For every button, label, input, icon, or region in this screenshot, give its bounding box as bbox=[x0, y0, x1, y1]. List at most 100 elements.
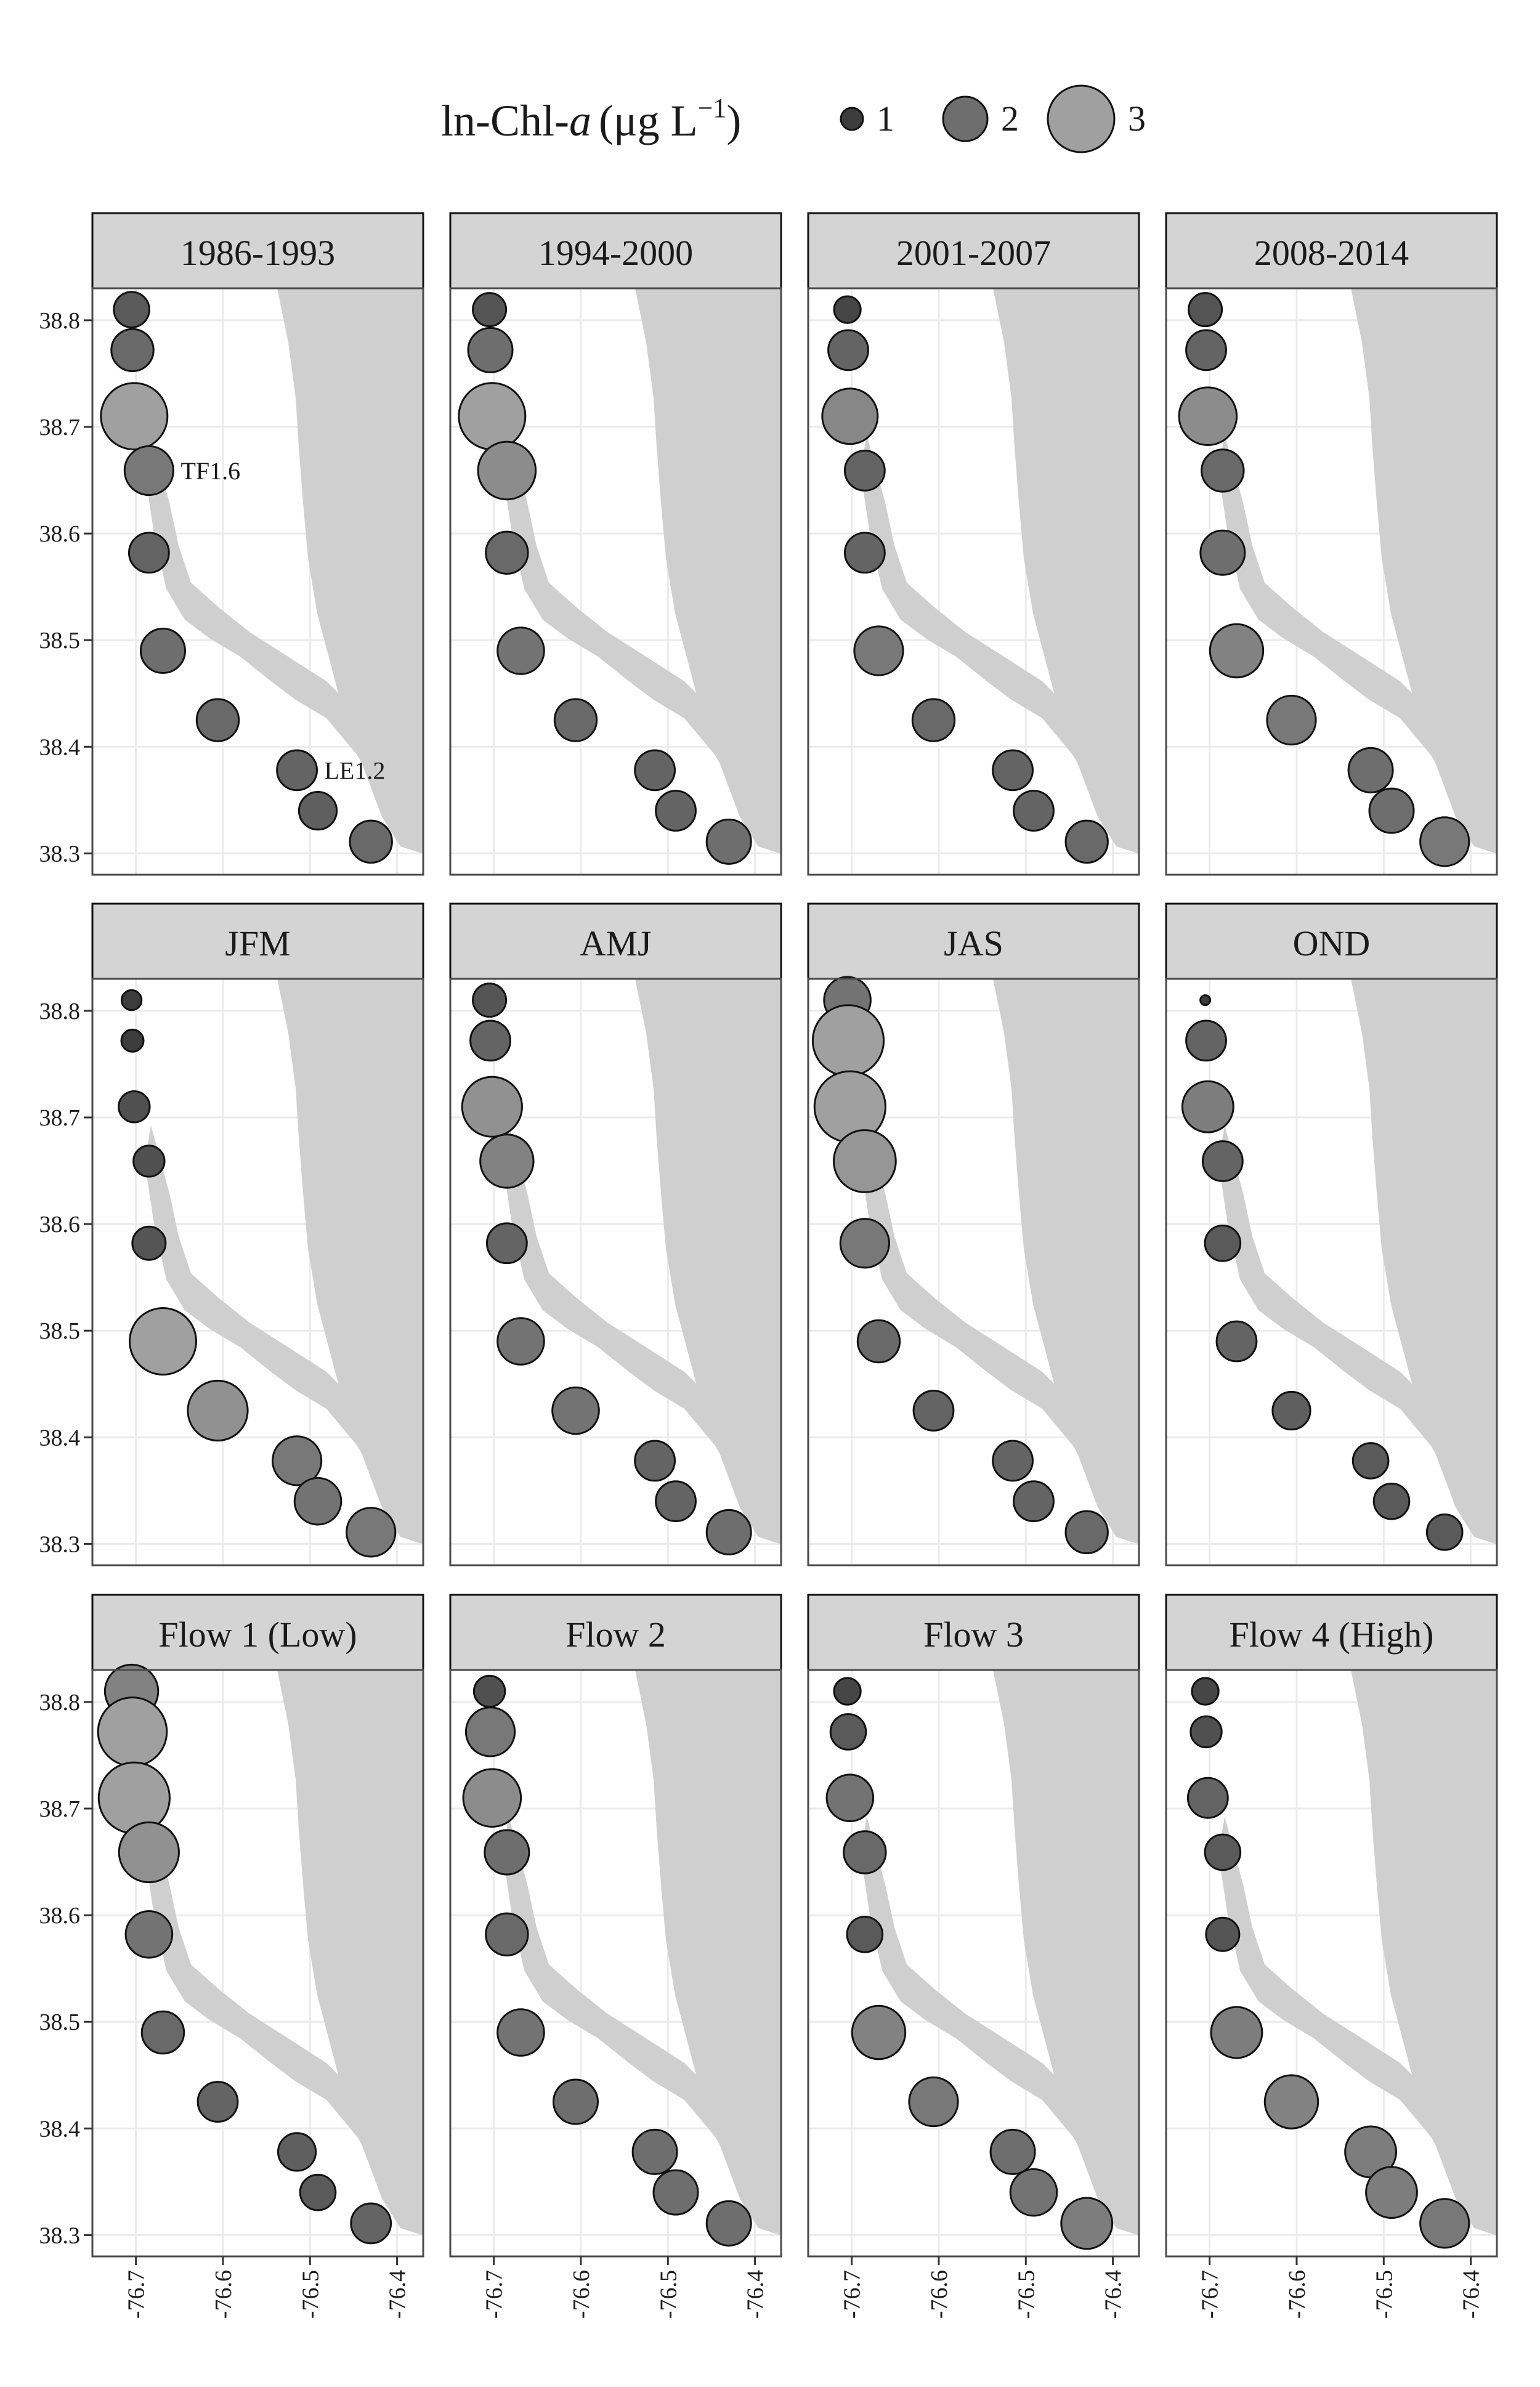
panel: Flow 2 bbox=[449, 1594, 782, 2258]
y-tick-label: 38.7 bbox=[39, 1796, 81, 1822]
station-bubble bbox=[1199, 994, 1212, 1007]
station-bubble bbox=[462, 1768, 522, 1828]
land-area bbox=[277, 979, 423, 1544]
station-bubble bbox=[346, 1507, 397, 1558]
station-bubble bbox=[821, 387, 879, 445]
x-tick-label: -76.4 bbox=[1459, 2270, 1485, 2319]
station-bubble bbox=[123, 445, 174, 496]
river-channel bbox=[145, 1817, 413, 2210]
station-bubble bbox=[100, 382, 169, 451]
land-area bbox=[277, 288, 423, 854]
station-bubble bbox=[827, 329, 869, 371]
station-bubble bbox=[1210, 2006, 1263, 2059]
panel-strip bbox=[1165, 1594, 1498, 1671]
panel-border bbox=[91, 287, 424, 876]
x-tick-label: -76.4 bbox=[743, 2270, 769, 2319]
station-bubble bbox=[1186, 1777, 1229, 1819]
panel-strip bbox=[91, 1594, 424, 1671]
panel: Flow 1 (Low) bbox=[91, 1594, 424, 2258]
panel-title: JAS bbox=[944, 923, 1003, 963]
station-bubble bbox=[1189, 1715, 1223, 1749]
station-bubble bbox=[553, 698, 598, 742]
station-bubble bbox=[833, 295, 862, 324]
station-bubble bbox=[131, 1225, 167, 1261]
station-bubble bbox=[299, 2173, 337, 2211]
panel: JAS bbox=[807, 902, 1140, 1566]
panel-title: 2001-2007 bbox=[896, 233, 1051, 273]
x-tick-label: -76.5 bbox=[1371, 2270, 1397, 2319]
station-bubble bbox=[1215, 1320, 1258, 1363]
land-area bbox=[1351, 1670, 1497, 2235]
station-bubble bbox=[484, 1829, 530, 1876]
station-bubble bbox=[856, 1319, 901, 1364]
y-tick-label: 38.7 bbox=[39, 415, 81, 440]
land-area bbox=[993, 288, 1139, 854]
y-axis: 38.3 38.4 38.5 38.6 38.7 38.8 bbox=[39, 1690, 92, 2248]
station-bubble bbox=[832, 1129, 897, 1193]
x-axis: -76.7 -76.6 -76.5 -76.4 bbox=[482, 2256, 769, 2319]
station-bubble bbox=[705, 818, 752, 865]
station-bubble bbox=[846, 1915, 884, 1953]
x-tick-label: -76.5 bbox=[1013, 2270, 1039, 2319]
panel-title: JFM bbox=[225, 923, 290, 963]
panel: 2008-2014 bbox=[1165, 212, 1498, 876]
station-bubble bbox=[1425, 1514, 1464, 1551]
station-bubble bbox=[132, 1145, 166, 1178]
panel-title: 1986-1993 bbox=[180, 233, 335, 273]
station-bubble bbox=[1060, 2197, 1114, 2250]
panel: OND bbox=[1165, 902, 1498, 1566]
station-bubble bbox=[989, 2128, 1036, 2175]
station-bubble bbox=[1188, 292, 1223, 328]
station-bubble bbox=[655, 790, 697, 832]
y-tick-label: 38.4 bbox=[39, 1425, 81, 1451]
station-bubble bbox=[496, 2008, 545, 2057]
station-bubble bbox=[631, 2128, 678, 2175]
y-tick-label: 38.3 bbox=[39, 2223, 81, 2248]
x-tick-label: -76.6 bbox=[926, 2270, 952, 2319]
station-bubble bbox=[349, 819, 393, 864]
station-bubble bbox=[1199, 529, 1246, 576]
station-bubble bbox=[113, 291, 150, 328]
river-channel bbox=[1218, 435, 1486, 828]
legend-swatch bbox=[840, 107, 864, 131]
station-bubble bbox=[461, 1076, 523, 1138]
y-tick-label: 38.6 bbox=[39, 1903, 81, 1929]
station-bubble bbox=[472, 292, 508, 328]
x-tick-label: -76.4 bbox=[385, 2270, 411, 2319]
station-bubble bbox=[469, 1019, 511, 1062]
station-bubble bbox=[1201, 448, 1245, 493]
station-bubble bbox=[853, 625, 904, 676]
panel-border bbox=[449, 978, 782, 1566]
x-tick-label: -76.4 bbox=[1101, 2270, 1127, 2319]
legend-label: 2 bbox=[1001, 99, 1019, 139]
panel-border bbox=[1165, 1669, 1498, 2258]
station-bubble bbox=[97, 1761, 171, 1834]
station-bubble bbox=[195, 698, 240, 742]
x-tick-label: -76.6 bbox=[211, 2270, 237, 2319]
station-bubble bbox=[472, 1674, 506, 1708]
panels: 1986-1993 TF1.6 LE1.2 1994-2000 2001-2007 200… bbox=[91, 212, 1498, 2258]
station-bubble bbox=[110, 328, 155, 373]
y-tick-label: 38.5 bbox=[39, 1318, 81, 1344]
station-bubble bbox=[652, 2169, 699, 2216]
station-bubble bbox=[1191, 1677, 1220, 1706]
station-bubble bbox=[350, 2202, 392, 2245]
legend-title: ln-Chl-a (μg L−1) bbox=[441, 93, 741, 145]
station-bubble bbox=[811, 1004, 885, 1077]
panel-title: Flow 1 (Low) bbox=[158, 1615, 357, 1655]
y-axes: 38.3 38.4 38.5 38.6 38.7 38.8 38.3 38.4 38.5 38.6… bbox=[39, 308, 92, 2248]
y-axis: 38.3 38.4 38.5 38.6 38.7 38.8 bbox=[39, 999, 92, 1557]
land-area bbox=[635, 1670, 781, 2235]
station-bubble bbox=[839, 1218, 890, 1269]
legend-items: 1 2 3 bbox=[840, 84, 1146, 153]
station-bubble bbox=[825, 1773, 875, 1823]
panel: AMJ bbox=[449, 902, 782, 1566]
panel-strip bbox=[449, 1594, 782, 1671]
station-bubble bbox=[843, 532, 886, 574]
river-channel bbox=[1218, 1125, 1486, 1518]
river-channel bbox=[861, 435, 1129, 828]
station-bubble bbox=[1365, 2166, 1418, 2219]
station-bubble bbox=[1181, 1080, 1234, 1133]
station-bubble bbox=[1009, 2168, 1058, 2217]
